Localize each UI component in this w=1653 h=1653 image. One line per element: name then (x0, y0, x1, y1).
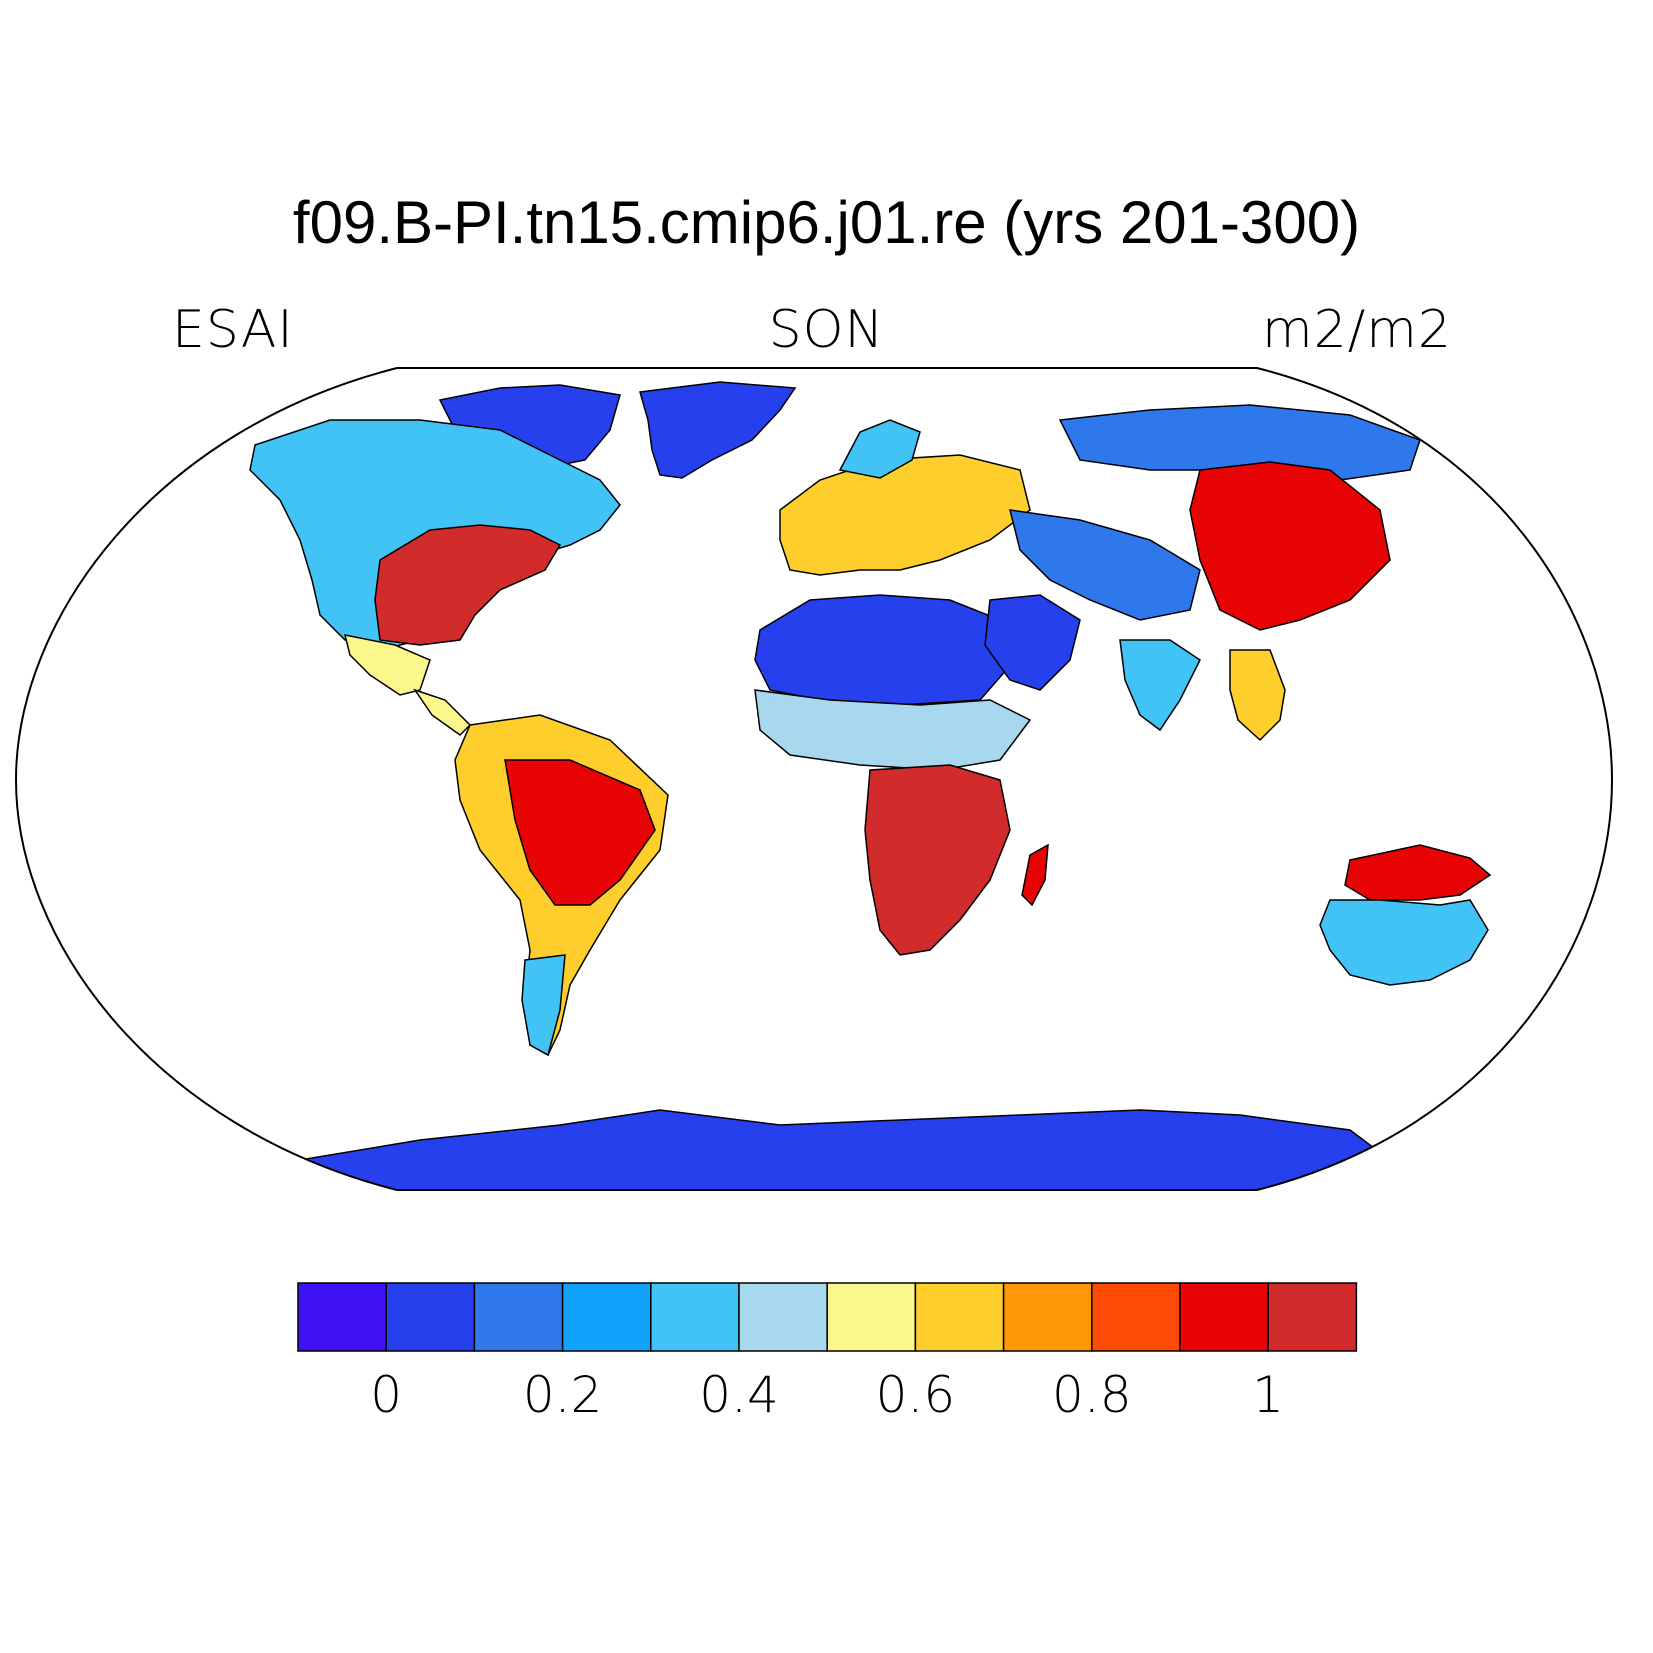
land-region-sahel (754, 689, 1032, 771)
land-region-madagascar (1021, 843, 1049, 907)
colorbar-box (473, 1282, 564, 1352)
land-region-india (1119, 639, 1201, 732)
land-region-southern-africa (864, 764, 1011, 956)
land-region-australia-north (1344, 844, 1492, 901)
colorbar-tick-label: 1 (1252, 1366, 1284, 1424)
land-region-brazil (504, 759, 656, 906)
variable-label: ESAI (172, 300, 294, 360)
colorbar-box (738, 1282, 828, 1352)
colorbar-tick-label: 0 (370, 1366, 402, 1424)
land-region-central-america (413, 688, 472, 736)
land-region-mexico (343, 634, 431, 696)
colorbar-box (1179, 1282, 1269, 1352)
land-region-southeast-asia (1229, 649, 1286, 742)
colorbar-tick-label: 0.2 (523, 1366, 603, 1424)
map-title: f09.B-PI.tn15.cmip6.j01.re (yrs 201-300) (292, 189, 1361, 256)
colorbar-box (1002, 1282, 1093, 1352)
land-region-east-asia (1189, 461, 1391, 631)
colorbar-box (297, 1282, 387, 1352)
land-region-scandinavia (838, 419, 921, 479)
land-region-siberia (1058, 404, 1421, 481)
land-region-australia-interior (1319, 899, 1489, 986)
colorbar-tick-label: 0.4 (699, 1366, 779, 1424)
units-label: m2/m2 (1262, 300, 1452, 360)
colorbar-box (650, 1282, 740, 1352)
colorbar-box (561, 1282, 652, 1352)
land-region-patagonia (521, 954, 566, 1057)
land-region-antarctica (299, 1109, 1391, 1190)
colorbar-box (1267, 1282, 1358, 1352)
colorbar-box (1091, 1282, 1181, 1352)
land-region-central-asia (1009, 509, 1201, 621)
land-region-greenland (639, 381, 797, 479)
colorbar-tick-label: 0.8 (1052, 1366, 1132, 1424)
colorbar-box (914, 1282, 1005, 1352)
land-region-eastern-us (374, 524, 562, 646)
land-region-sahara (754, 594, 1016, 706)
colorbar-box (385, 1282, 476, 1352)
colorbar-tick-label: 0.6 (876, 1366, 956, 1424)
land-region-arabia (984, 594, 1081, 691)
colorbar-box (826, 1282, 917, 1352)
map-border (14, 367, 1614, 1191)
season-label: SON (768, 300, 885, 360)
